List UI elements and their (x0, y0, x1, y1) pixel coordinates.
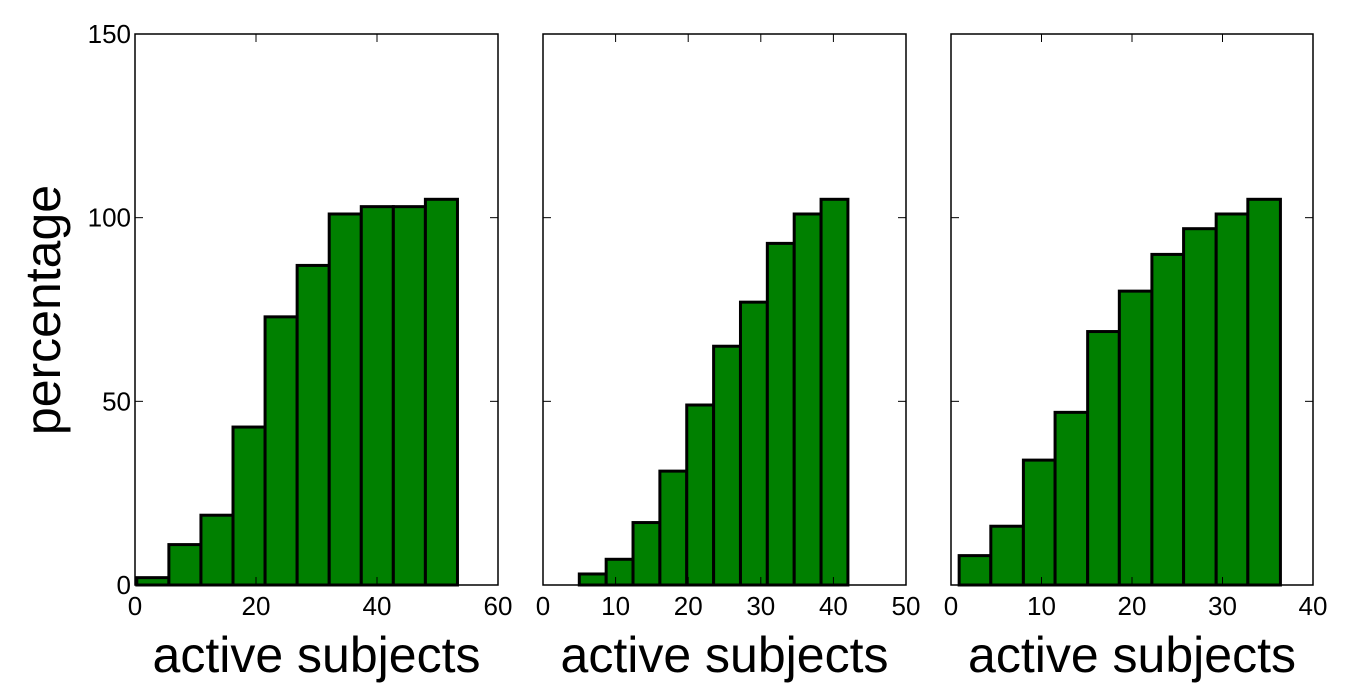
x-axis-title: active subjects (153, 627, 481, 683)
histogram-bar (658, 469, 689, 587)
histogram-bar (327, 212, 363, 587)
histogram-bar (1214, 212, 1250, 587)
histogram-bar (1021, 458, 1057, 587)
x-tick-label: 20 (242, 591, 271, 621)
histogram-bar (957, 554, 993, 587)
x-axis-title: active subjects (561, 627, 889, 683)
histogram-bar (423, 197, 459, 587)
y-tick-label: 50 (102, 386, 131, 416)
histogram-bar (577, 572, 608, 587)
histogram-bar (359, 205, 395, 587)
histogram-bar (199, 513, 235, 587)
y-tick-label: 0 (117, 570, 131, 600)
x-tick-label: 40 (1299, 591, 1328, 621)
histogram-bar (1053, 410, 1090, 587)
x-tick-label: 30 (1208, 591, 1237, 621)
y-tick-label: 100 (88, 203, 131, 233)
x-tick-label: 10 (1027, 591, 1056, 621)
x-tick-label: 40 (363, 591, 392, 621)
x-tick-label: 60 (484, 591, 513, 621)
histogram-bar (989, 524, 1025, 587)
histogram-bar (712, 344, 742, 587)
x-axis-title: active subjects (968, 627, 1296, 683)
x-tick-label: 0 (128, 591, 142, 621)
x-tick-label: 0 (536, 591, 550, 621)
y-axis-title: percentage (15, 185, 71, 435)
plot-frame (134, 33, 499, 586)
histogram-bar (1117, 289, 1154, 587)
histogram-bar (819, 197, 850, 587)
x-tick-label: 20 (1118, 591, 1147, 621)
histogram-bar (604, 557, 635, 587)
histogram-bar (1182, 227, 1218, 587)
plot-frame (542, 33, 907, 586)
histogram-bar (1150, 252, 1186, 587)
histogram-bar (631, 521, 662, 587)
histogram-bar (231, 425, 267, 587)
histogram-bar (295, 263, 331, 587)
histogram-bar (685, 403, 716, 587)
histogram-bar (135, 576, 171, 587)
histogram-bar (1246, 197, 1282, 587)
histogram-bar (263, 315, 299, 587)
histogram-bar (391, 205, 427, 587)
x-tick-label: 20 (674, 591, 703, 621)
histogram-bar (792, 212, 823, 587)
histogram-bar (1086, 330, 1121, 587)
histogram-bar (738, 300, 769, 587)
panel-1: 0 20 40 60 0 50 100 150 active subjects percentag… (15, 19, 512, 683)
x-tick-label: 40 (819, 591, 848, 621)
y-tick-label: 150 (88, 19, 131, 49)
histogram-bar (167, 543, 203, 587)
x-tick-label: 10 (601, 591, 630, 621)
x-tick-label: 50 (892, 591, 921, 621)
x-tick-label: 30 (746, 591, 775, 621)
x-tick-label: 0 (944, 591, 958, 621)
histogram-bar (765, 241, 796, 587)
